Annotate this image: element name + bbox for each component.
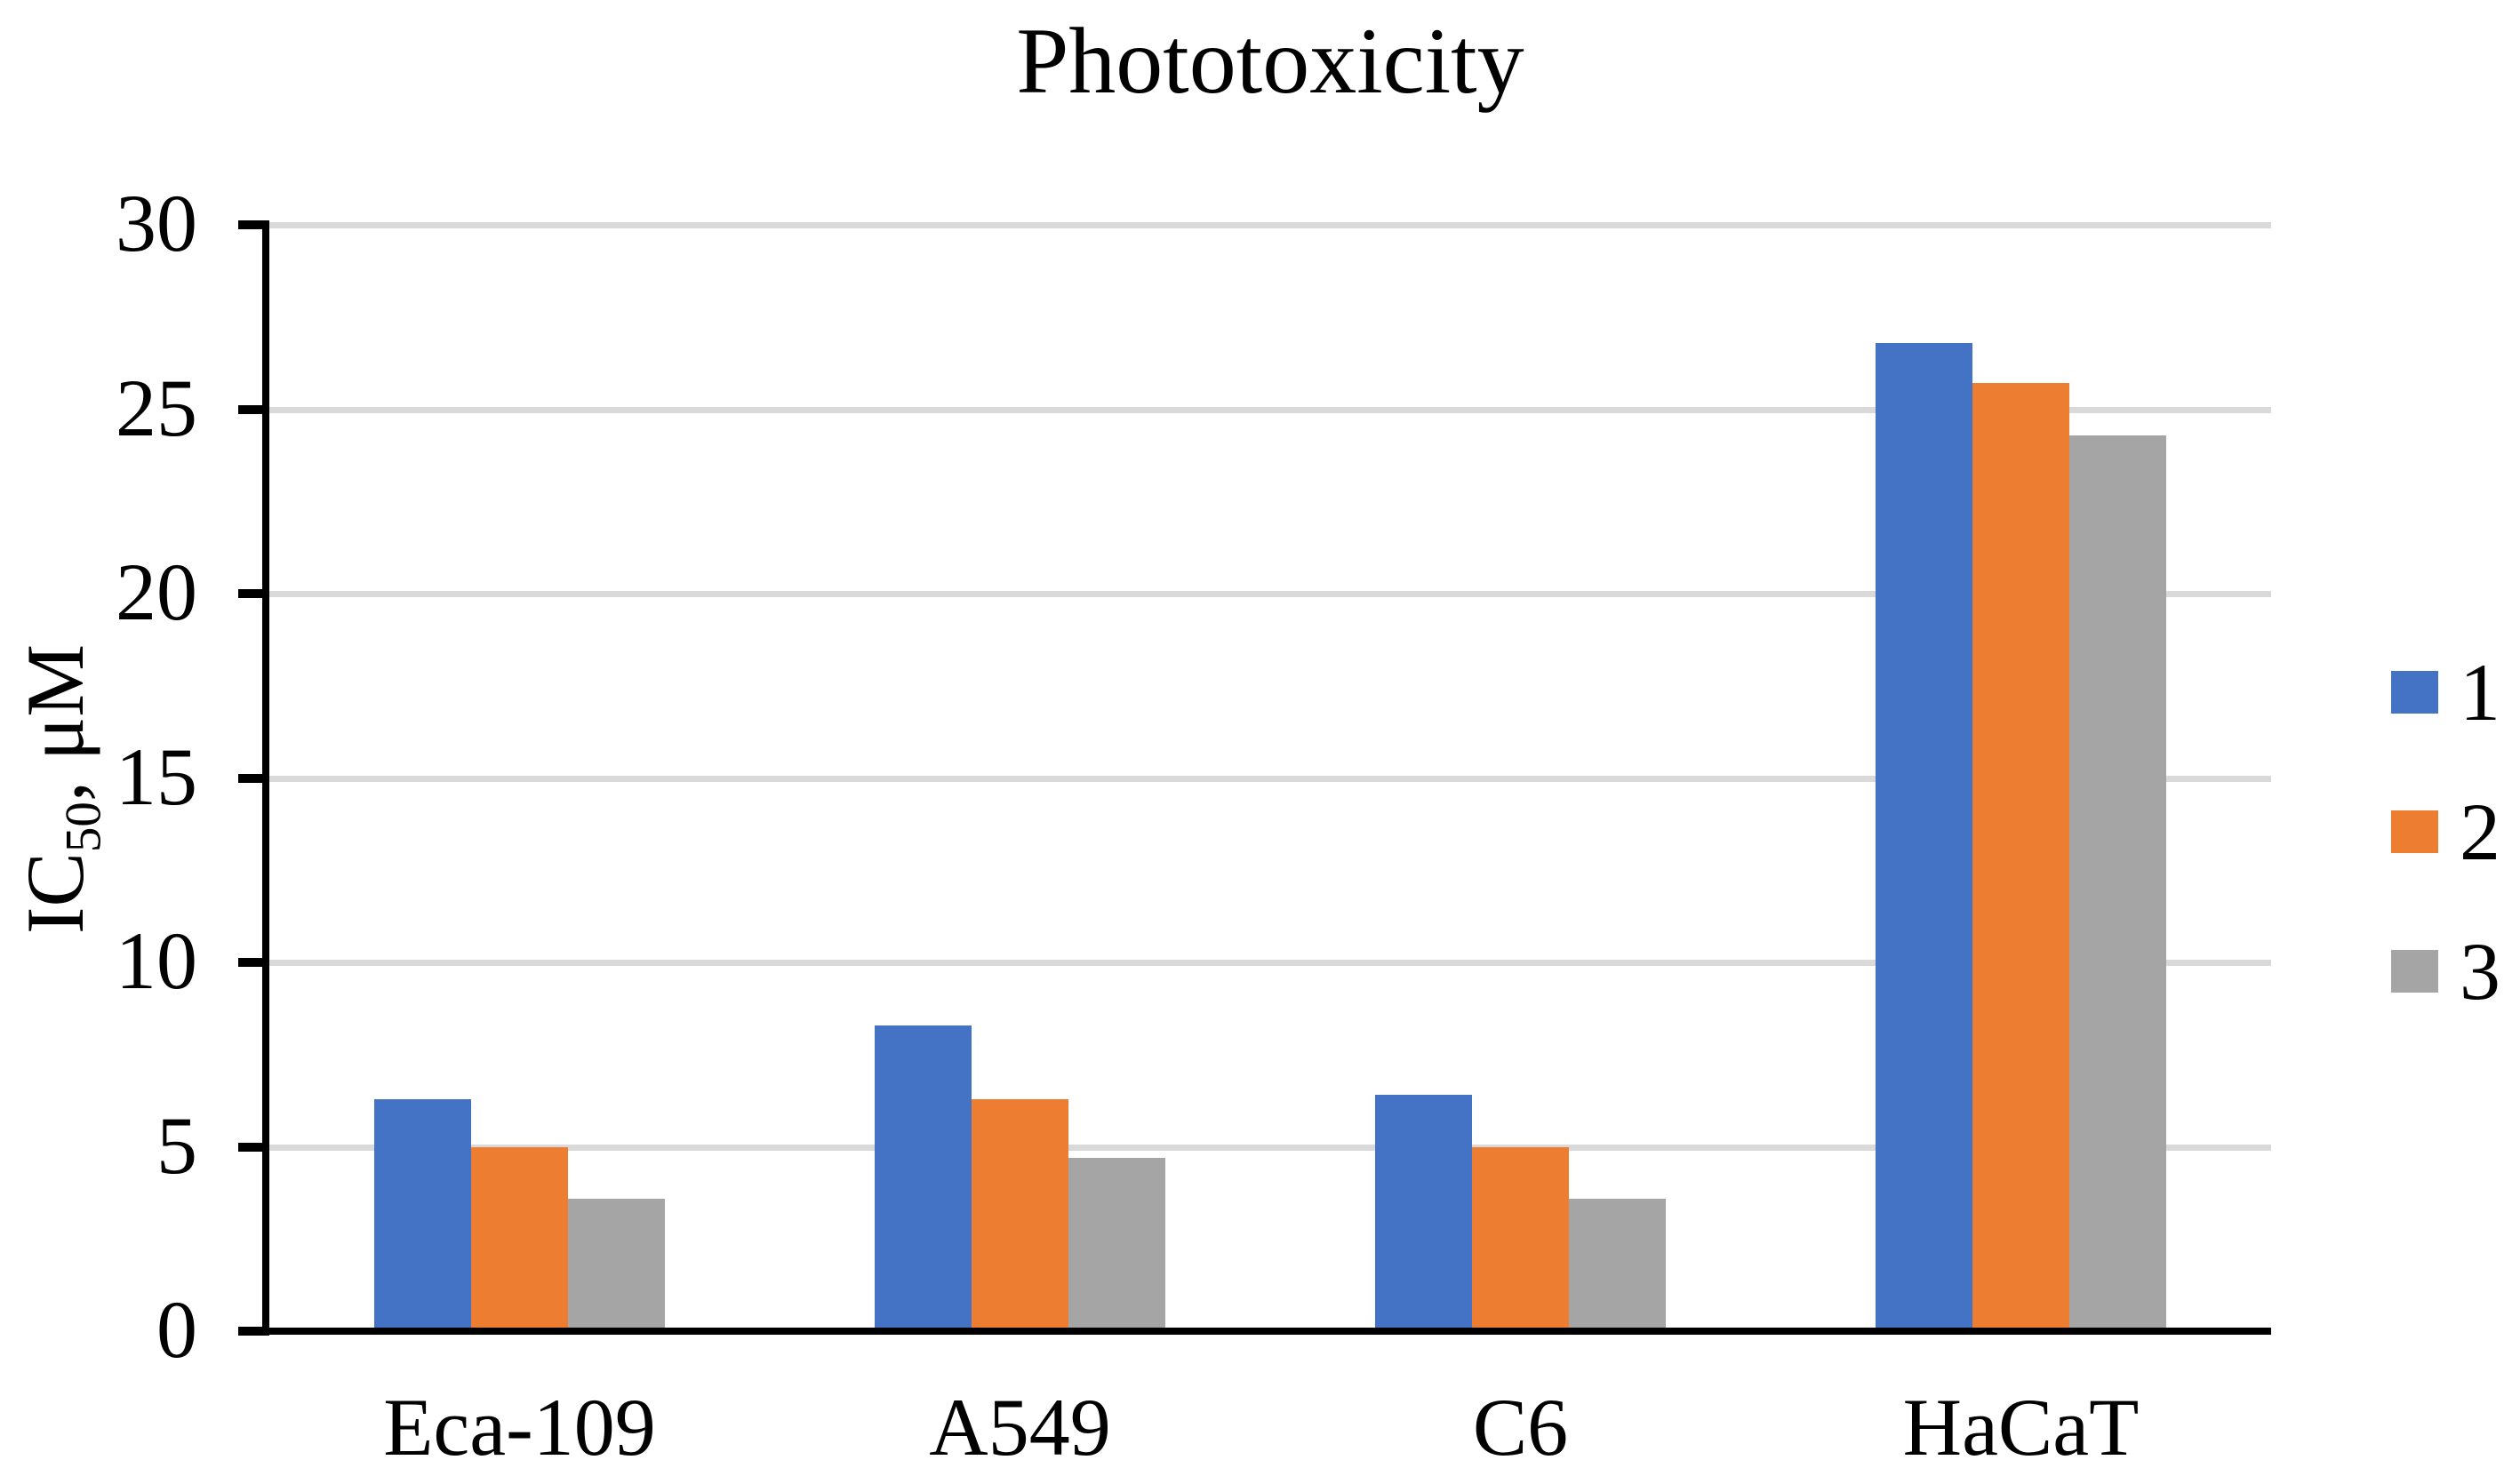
legend-swatch-1	[2391, 671, 2438, 714]
bar-c6-series-2	[1472, 1146, 1569, 1331]
y-axis-tick-15	[238, 773, 269, 783]
bar-hacat-series-2	[1972, 383, 2069, 1331]
y-tick-label-30: 30	[116, 178, 197, 268]
y-axis-tick-30	[238, 220, 269, 229]
y-axis-tick-20	[238, 589, 269, 598]
bar-a549-series-1	[875, 1025, 972, 1331]
bar-eca-109-series-1	[374, 1098, 471, 1331]
legend-item-3: 3	[2391, 926, 2500, 1017]
legend-item-1: 1	[2391, 647, 2500, 738]
bar-group-hacat	[1771, 225, 2271, 1331]
y-tick-label-10: 10	[116, 915, 197, 1006]
y-tick-label-20: 20	[116, 547, 197, 637]
bar-a549-series-3	[1068, 1157, 1165, 1331]
legend-label-3: 3	[2460, 926, 2500, 1017]
x-axis-line	[262, 1328, 2271, 1335]
gridline-30	[269, 222, 2271, 228]
bar-a549-series-2	[972, 1098, 1068, 1331]
y-axis-tick-10	[238, 958, 269, 967]
gridline-15	[269, 775, 2271, 782]
legend: 1 2 3	[2391, 647, 2500, 1017]
x-category-label-eca-109: Eca-109	[383, 1382, 656, 1472]
bar-hacat-series-1	[1876, 342, 1972, 1331]
legend-swatch-2	[2391, 810, 2438, 853]
y-tick-label-15: 15	[116, 730, 197, 822]
bar-c6-series-1	[1375, 1095, 1472, 1331]
gridline-25	[269, 406, 2271, 413]
bar-group-a549	[770, 225, 1270, 1331]
y-axis-tick-5	[238, 1142, 269, 1152]
bar-hacat-series-3	[2068, 435, 2166, 1331]
y-axis-tick-0	[238, 1327, 269, 1336]
legend-swatch-3	[2391, 950, 2438, 993]
bar-eca-109-series-3	[567, 1198, 665, 1331]
gridline-10	[269, 960, 2271, 966]
gridline-20	[269, 591, 2271, 597]
x-category-label-c6: C6	[1472, 1382, 1569, 1472]
y-tick-label-25: 25	[116, 362, 197, 453]
bar-c6-series-3	[1568, 1198, 1666, 1331]
chart-title: Phototoxicity	[1016, 9, 1524, 113]
legend-label-1: 1	[2460, 647, 2500, 738]
y-axis-tick-25	[238, 404, 269, 414]
legend-item-2: 2	[2391, 786, 2500, 877]
x-category-label-a549: A549	[929, 1382, 1111, 1472]
y-tick-label-5: 5	[156, 1099, 197, 1191]
y-tick-label-0: 0	[156, 1284, 197, 1375]
legend-label-2: 2	[2460, 786, 2500, 877]
x-axis-category-labels: Eca-109 A549 C6 HaCaT	[269, 1386, 2271, 1468]
plot-area	[269, 225, 2271, 1331]
x-category-label-hacat: HaCaT	[1902, 1382, 2140, 1472]
bar-group-c6	[1270, 225, 1771, 1331]
bar-group-eca-109	[269, 225, 770, 1331]
bar-eca-109-series-2	[471, 1146, 568, 1331]
gridline-5	[269, 1144, 2271, 1151]
